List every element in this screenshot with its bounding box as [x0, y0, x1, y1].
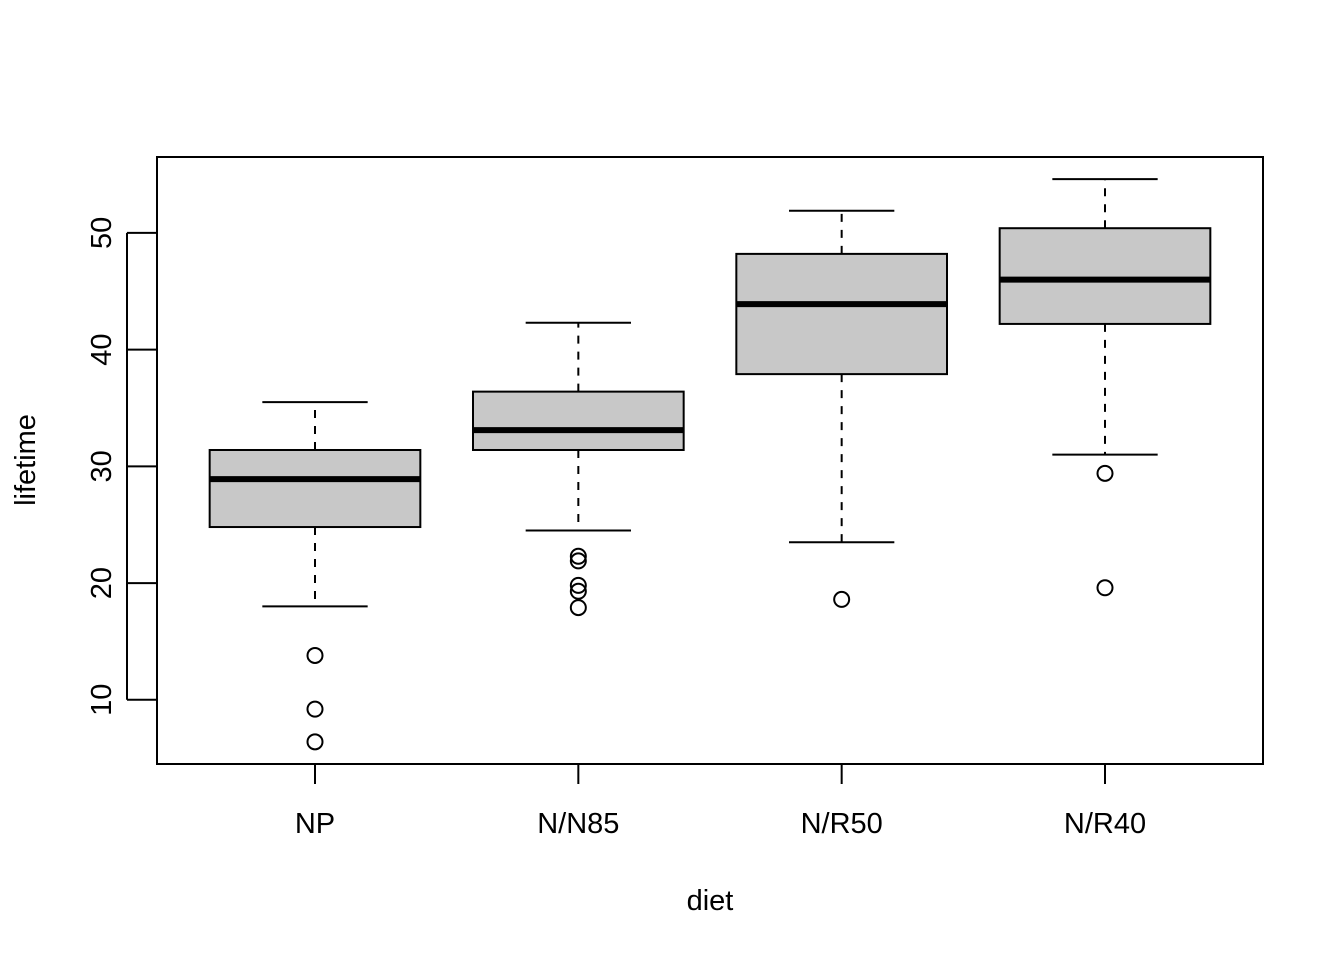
y-axis: 10 20 30 40 50: [86, 217, 157, 716]
x-axis: NP N/N85 N/R50 N/R40: [295, 764, 1146, 840]
box: [735, 252, 948, 376]
plot-area: [208, 178, 1212, 751]
plot-frame: [156, 156, 1264, 765]
outlier-point: [1096, 579, 1114, 597]
outlier-point: [569, 547, 587, 565]
box-group-n-r40: [998, 178, 1212, 597]
y-tick-label: 40: [86, 333, 118, 365]
box: [998, 227, 1212, 325]
y-axis-title: lifetime: [10, 414, 42, 506]
outlier-point: [306, 733, 324, 751]
outlier-point: [306, 700, 324, 718]
outlier-point: [833, 590, 851, 608]
outlier-point: [569, 599, 587, 617]
box-group-np: [208, 401, 422, 751]
x-tick-label: NP: [295, 808, 335, 840]
outlier-point: [569, 582, 587, 600]
y-tick-label: 10: [86, 684, 118, 716]
box: [208, 448, 422, 529]
box-group-n-r50: [735, 209, 948, 608]
x-tick-label: N/N85: [537, 808, 619, 840]
y-tick-label: 30: [86, 450, 118, 482]
y-tick-label: 20: [86, 567, 118, 599]
outlier-point: [569, 552, 587, 570]
outlier-point: [306, 646, 324, 664]
x-tick-label: N/R50: [801, 808, 883, 840]
outlier-point: [1096, 464, 1114, 482]
x-tick-label: N/R40: [1064, 808, 1146, 840]
box: [472, 390, 685, 451]
box-group-n-n85: [472, 321, 685, 617]
y-tick-label: 50: [86, 217, 118, 249]
x-axis-title: diet: [687, 885, 734, 917]
outlier-point: [569, 576, 587, 594]
